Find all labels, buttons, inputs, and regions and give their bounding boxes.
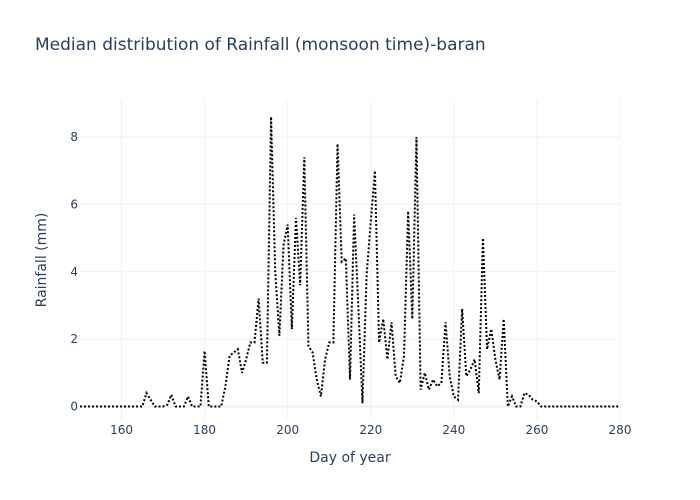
y-tick-label: 6 — [70, 197, 78, 211]
grid-lines — [80, 100, 621, 420]
x-tick-label: 200 — [276, 423, 299, 437]
x-tick-label: 280 — [609, 423, 632, 437]
axis-ticks: 160 180 200 220 240 260 280 0 2 4 6 8 — [70, 130, 631, 437]
x-tick-label: 220 — [359, 423, 382, 437]
y-tick-label: 2 — [70, 332, 78, 346]
x-tick-label: 240 — [442, 423, 465, 437]
x-axis-title: Day of year — [309, 450, 391, 466]
x-tick-label: 180 — [193, 423, 216, 437]
chart-title: Median distribution of Rainfall (monsoon… — [35, 35, 486, 55]
y-tick-label: 8 — [70, 130, 78, 144]
y-tick-label: 0 — [70, 400, 78, 414]
y-tick-label: 4 — [70, 265, 78, 279]
y-axis-title: Rainfall (mm) — [34, 213, 50, 308]
x-tick-label: 160 — [110, 423, 133, 437]
x-tick-label: 260 — [525, 423, 548, 437]
rainfall-series-line — [80, 116, 620, 408]
